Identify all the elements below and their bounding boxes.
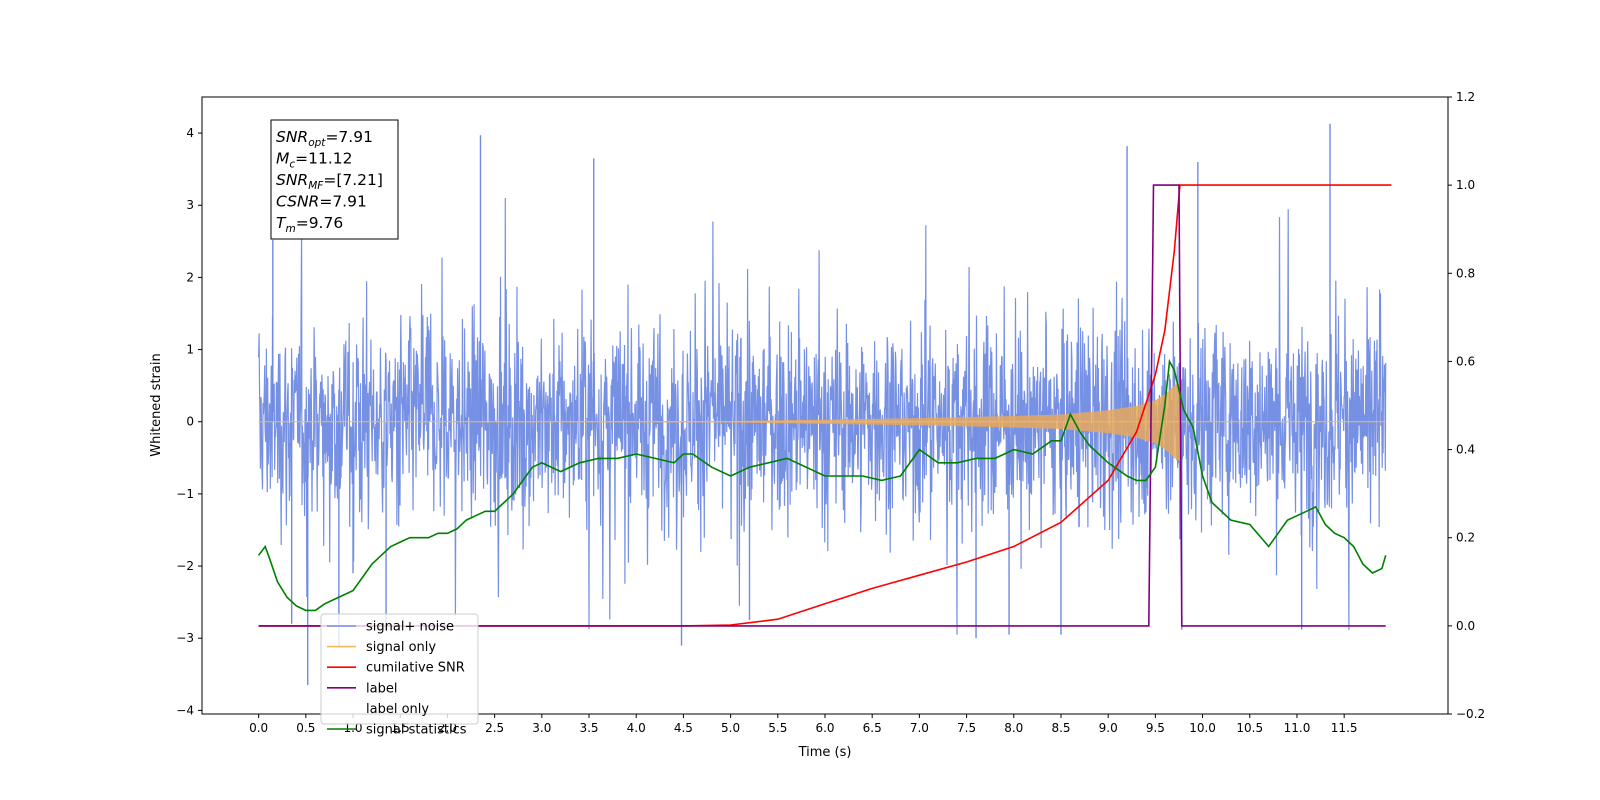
x-tick-label: 0.0 (249, 721, 268, 735)
y2-tick-label: 0.8 (1456, 266, 1475, 280)
series-label (258, 184, 1386, 627)
legend-label: signal+ noise (366, 620, 454, 635)
y-tick-label: 0 (186, 415, 194, 429)
x-tick-label: 11.0 (1284, 721, 1311, 735)
y2-tick-label: 0.6 (1456, 354, 1475, 368)
x-tick-label: 5.0 (721, 721, 740, 735)
legend-label: signal statistics (366, 723, 467, 738)
x-tick-label: 3.5 (579, 721, 598, 735)
series-signal-noise (258, 197, 1387, 635)
y-tick-label: 4 (186, 126, 194, 140)
x-tick-label: 6.0 (815, 721, 834, 735)
series-signal-statistics (257, 358, 1387, 612)
y-tick-label: −3 (176, 631, 194, 645)
legend-label: label (366, 681, 397, 696)
legend: signal+ noise signal only cumilative SNR la… (320, 613, 479, 738)
x-tick-label: 10.5 (1236, 721, 1263, 735)
x-axis-ticks: 0.0 0.5 1.0 1.5 2.0 2.5 3.0 3.5 4.0 4.5 5.0 5.5 6.0 6… (249, 714, 1358, 735)
y-tick-label: −2 (176, 559, 194, 573)
y-axis-label: Whitened strain (149, 353, 164, 456)
y-tick-label: 3 (186, 198, 194, 212)
y-tick-label: −1 (176, 487, 194, 501)
legend-label: cumilative SNR (366, 661, 465, 676)
y2-tick-label: 0.0 (1456, 619, 1475, 633)
annotation-line: SNRMF=[7.21] (276, 171, 383, 192)
x-tick-label: 8.5 (1051, 721, 1070, 735)
annotation-line: CSNR=7.91 (276, 193, 367, 211)
y2-axis-ticks: 1.2 1.0 0.8 0.6 0.4 0.2 0.0 −0.2 (1448, 90, 1485, 721)
x-tick-label: 10.0 (1189, 721, 1216, 735)
y-tick-label: −4 (176, 703, 194, 717)
x-tick-label: 6.5 (863, 721, 882, 735)
y2-tick-label: 1.2 (1456, 90, 1475, 104)
annotation-line: Tm=9.76 (276, 214, 343, 235)
x-tick-label: 7.5 (957, 721, 976, 735)
y2-tick-label: −0.2 (1456, 707, 1485, 721)
x-axis-label: Time (s) (798, 745, 852, 760)
stats-annotation-box: SNRopt=7.91Mc=11.12SNRMF=[7.21]CSNR=7.91… (270, 119, 399, 240)
y2-tick-label: 1.0 (1456, 178, 1475, 192)
x-tick-label: 7.0 (910, 721, 929, 735)
x-tick-label: 11.5 (1331, 721, 1358, 735)
x-tick-label: 4.0 (627, 721, 646, 735)
series-cumilative-snr (258, 184, 1392, 627)
x-tick-label: 9.0 (1099, 721, 1118, 735)
y2-tick-label: 0.2 (1456, 531, 1475, 545)
x-tick-label: 8.0 (1004, 721, 1023, 735)
x-tick-label: 5.5 (768, 721, 787, 735)
legend-label: label only (366, 702, 429, 717)
y-tick-label: 1 (186, 343, 194, 357)
y-tick-label: 2 (186, 270, 194, 284)
x-tick-label: 0.5 (296, 721, 315, 735)
y-axis-ticks: 4 3 2 1 0 −1 −2 −3 −4 (176, 126, 202, 717)
plot-area (257, 123, 1392, 686)
x-tick-label: 4.5 (674, 721, 693, 735)
x-tick-label: 2.5 (485, 721, 504, 735)
annotation-line: SNRopt=7.91 (276, 128, 373, 149)
annotation-line: Mc=11.12 (276, 150, 353, 171)
x-tick-label: 9.5 (1146, 721, 1165, 735)
legend-label: signal only (366, 640, 436, 655)
y2-tick-label: 0.4 (1456, 443, 1475, 457)
x-tick-label: 3.0 (532, 721, 551, 735)
